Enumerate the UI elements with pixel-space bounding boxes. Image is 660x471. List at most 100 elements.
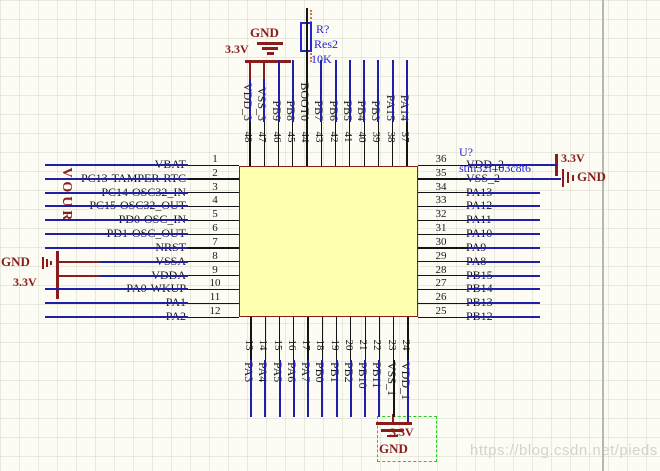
pin-label[interactable]: PB3: [369, 100, 384, 121]
pin[interactable]: [336, 317, 338, 360]
wire[interactable]: [348, 60, 351, 122]
pin[interactable]: [418, 302, 468, 304]
wire[interactable]: [307, 360, 310, 417]
pin[interactable]: [418, 261, 468, 263]
pin[interactable]: [278, 317, 281, 360]
pin-label[interactable]: PB10: [356, 362, 371, 389]
pin[interactable]: [188, 261, 239, 263]
wire[interactable]: [278, 360, 281, 417]
wire[interactable]: [364, 360, 367, 417]
pin-label[interactable]: PB8: [283, 100, 298, 121]
wire[interactable]: [263, 79, 266, 122]
wire[interactable]: [407, 360, 409, 422]
pin[interactable]: [277, 122, 280, 166]
pin-label[interactable]: PB1: [327, 362, 342, 383]
wire[interactable]: [391, 60, 394, 122]
pin[interactable]: [418, 178, 468, 180]
wire[interactable]: [45, 177, 188, 180]
pin-label[interactable]: VDD_1: [399, 362, 413, 400]
pin-label[interactable]: PA5: [270, 362, 285, 383]
wire[interactable]: [468, 233, 540, 236]
pin[interactable]: [377, 122, 380, 166]
pin-label[interactable]: PB5: [340, 100, 355, 121]
wire[interactable]: [468, 219, 540, 222]
wire[interactable]: [468, 164, 557, 166]
pin-label[interactable]: PA6: [284, 362, 299, 383]
wire[interactable]: [100, 260, 188, 263]
wire[interactable]: [264, 360, 267, 417]
pin-label[interactable]: PA14: [398, 94, 412, 121]
wire[interactable]: [335, 360, 338, 417]
pin[interactable]: [406, 122, 408, 166]
wire[interactable]: [306, 8, 308, 122]
wire[interactable]: [406, 60, 408, 122]
wire[interactable]: [292, 360, 295, 417]
pin[interactable]: [418, 275, 468, 277]
pin-label[interactable]: PB11: [370, 362, 385, 389]
gnd-power-port-label-bottom[interactable]: GND: [379, 441, 408, 456]
pin[interactable]: [292, 122, 294, 166]
wire[interactable]: [45, 302, 188, 305]
pin[interactable]: [418, 233, 468, 235]
pin[interactable]: [393, 317, 395, 360]
wire[interactable]: [468, 205, 540, 208]
pin[interactable]: [307, 317, 309, 360]
v33-power-port-label-bottom[interactable]: 3.3V: [390, 425, 414, 439]
v33-power-port-label-right[interactable]: 3.3V: [561, 151, 585, 165]
pin-label[interactable]: PA3: [242, 362, 256, 383]
pin[interactable]: [188, 247, 239, 249]
power-bar-icon[interactable]: [245, 60, 291, 63]
pin-label[interactable]: PA15: [383, 94, 398, 121]
pin[interactable]: [188, 178, 239, 180]
pin[interactable]: [418, 288, 468, 291]
pin[interactable]: [363, 122, 365, 166]
wire[interactable]: [378, 360, 381, 417]
pin[interactable]: [378, 317, 381, 360]
pin-label[interactable]: PB6: [326, 100, 341, 121]
wire[interactable]: [393, 360, 395, 417]
pin[interactable]: [321, 317, 323, 360]
wire[interactable]: [291, 60, 294, 122]
wire[interactable]: [349, 360, 352, 417]
component-designator[interactable]: U?: [459, 145, 473, 159]
gnd-power-port-label-left[interactable]: GND: [1, 254, 30, 269]
pin[interactable]: [349, 122, 351, 166]
pin-label[interactable]: PB0: [313, 362, 328, 383]
pin[interactable]: [364, 317, 366, 360]
resistor-designator[interactable]: R?: [316, 22, 330, 36]
pin[interactable]: [188, 164, 239, 166]
power-bar-icon[interactable]: [56, 251, 59, 299]
wire[interactable]: [45, 219, 188, 222]
pin[interactable]: [188, 233, 239, 235]
pin[interactable]: [335, 122, 337, 166]
pin-label[interactable]: PA4: [256, 362, 271, 383]
wire[interactable]: [468, 260, 540, 263]
pin[interactable]: [418, 316, 468, 318]
power-wire[interactable]: [58, 261, 100, 263]
pin-label[interactable]: VSS_3: [255, 86, 270, 121]
gnd-icon[interactable]: [257, 42, 283, 45]
wire[interactable]: [468, 246, 540, 249]
wire[interactable]: [334, 60, 337, 122]
wire[interactable]: [320, 60, 323, 122]
wire[interactable]: [249, 79, 251, 122]
wire[interactable]: [250, 360, 252, 417]
pin[interactable]: [407, 317, 409, 360]
pin-label[interactable]: PB9: [269, 100, 284, 121]
pin[interactable]: [418, 192, 468, 194]
pin-label[interactable]: PB4: [355, 100, 370, 121]
v33-power-port-label-left[interactable]: 3.3V: [13, 275, 37, 289]
pin-label[interactable]: VSS_1: [384, 362, 399, 397]
pin[interactable]: [188, 275, 239, 277]
pin-label[interactable]: BOOT0: [298, 82, 313, 121]
wire[interactable]: [468, 302, 540, 305]
pin[interactable]: [263, 122, 265, 166]
wire[interactable]: [468, 191, 540, 194]
pin[interactable]: [188, 192, 239, 194]
wire[interactable]: [45, 164, 188, 166]
wire[interactable]: [468, 274, 540, 277]
pin[interactable]: [293, 317, 295, 360]
resistor-type[interactable]: Res2: [314, 37, 338, 51]
wire[interactable]: [468, 316, 540, 319]
wire[interactable]: [45, 233, 188, 236]
